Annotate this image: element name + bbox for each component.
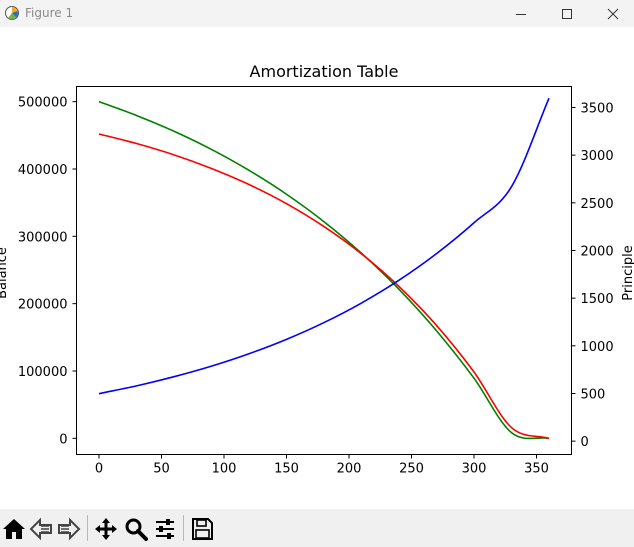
series-line-2 <box>98 133 550 440</box>
x-tick-label: 0 <box>95 462 103 477</box>
x-tick-label: 250 <box>399 462 424 477</box>
back-icon <box>29 517 52 541</box>
configure-subplots-button[interactable] <box>151 515 179 543</box>
home-button[interactable] <box>0 515 28 543</box>
save-button[interactable] <box>188 515 216 543</box>
save-icon <box>192 518 213 540</box>
y-right-tick-label: 500 <box>581 387 606 402</box>
forward-button[interactable] <box>55 515 83 543</box>
zoom-icon <box>125 518 148 541</box>
home-icon <box>3 519 25 539</box>
navigation-toolbar <box>0 509 634 547</box>
back-button[interactable] <box>27 515 55 543</box>
y-right-tick-label: 3000 <box>581 149 614 164</box>
toolbar-separator <box>183 515 184 541</box>
y-right-tick-label: 2500 <box>581 197 614 212</box>
y-axis-label-right: Principle <box>621 245 634 300</box>
chart-title: Amortization Table <box>250 62 399 81</box>
y-right-tick-label: 3500 <box>581 101 614 116</box>
x-tick-label: 300 <box>462 462 487 477</box>
x-tick-label: 100 <box>212 462 237 477</box>
y-left-tick-label: 200000 <box>18 298 68 313</box>
forward-icon <box>58 517 81 541</box>
toolbar-separator <box>87 515 88 541</box>
y-left-tick-label: 300000 <box>18 230 68 245</box>
y-right-tick-label: 2000 <box>581 244 614 259</box>
x-tick-label: 150 <box>274 462 299 477</box>
pan-button[interactable] <box>92 515 120 543</box>
series-line-3 <box>98 97 550 395</box>
close-button[interactable] <box>590 0 634 27</box>
y-right-tick-label: 0 <box>581 435 589 450</box>
close-icon <box>607 8 619 19</box>
plot-frame <box>76 86 572 455</box>
maximize-icon <box>562 8 572 19</box>
figure-canvas[interactable]: Amortization Table Balance Principle 0 50… <box>0 27 634 509</box>
x-tick-label: 350 <box>524 462 549 477</box>
x-tick-label: 50 <box>153 462 170 477</box>
y-left-tick-label: 100000 <box>18 365 68 380</box>
minimize-icon <box>516 13 526 15</box>
y-left-tick-label: 500000 <box>18 96 68 111</box>
y-axis-label-left: Balance <box>0 247 10 299</box>
y-left-tick-label: 400000 <box>18 163 68 178</box>
series-line-1 <box>98 100 550 440</box>
y-right-tick-label: 1000 <box>581 340 614 355</box>
x-tick-label: 200 <box>337 462 362 477</box>
minimize-button[interactable] <box>498 0 544 27</box>
pan-icon <box>95 518 117 540</box>
title-bar: Figure 1 <box>0 0 634 27</box>
window-title: Figure 1 <box>25 6 74 20</box>
y-right-tick-label: 1500 <box>581 292 614 307</box>
y-left-tick-label: 0 <box>59 432 67 447</box>
maximize-button[interactable] <box>544 0 590 27</box>
configure-subplots-icon <box>156 519 174 539</box>
zoom-button[interactable] <box>122 515 150 543</box>
amortization-chart: Amortization Table Balance Principle 0 50… <box>0 62 634 477</box>
matplotlib-logo-icon <box>5 6 19 20</box>
